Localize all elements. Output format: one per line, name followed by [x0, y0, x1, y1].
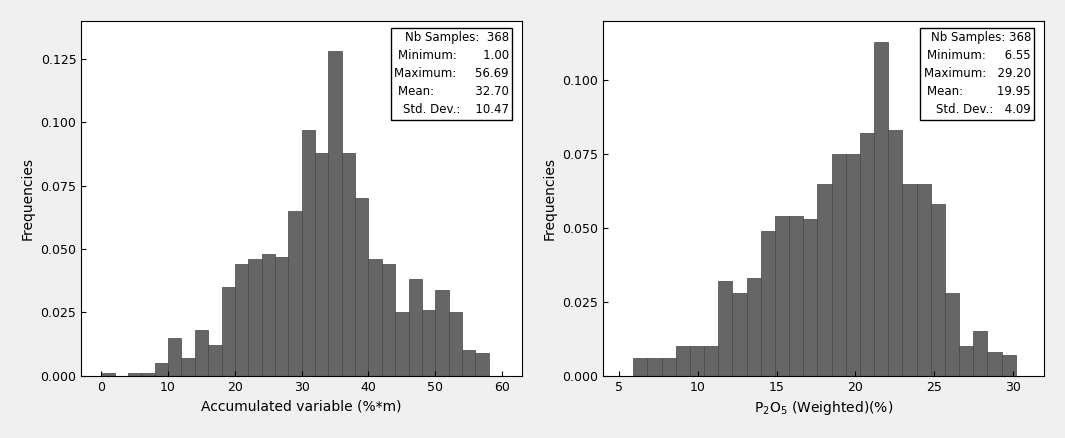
Bar [168, 338, 181, 376]
Bar [945, 293, 960, 376]
Bar [315, 153, 328, 376]
Bar [775, 216, 789, 376]
Bar [142, 373, 154, 376]
Bar [902, 184, 917, 376]
Bar [803, 219, 818, 376]
Bar [342, 153, 355, 376]
Bar [222, 287, 235, 376]
Bar [275, 257, 289, 376]
Bar [195, 330, 208, 376]
X-axis label: Accumulated variable (%*m): Accumulated variable (%*m) [201, 399, 402, 413]
Bar [648, 358, 661, 376]
Bar [661, 358, 676, 376]
Bar [248, 259, 262, 376]
Bar [436, 290, 448, 376]
Bar [874, 42, 888, 376]
Bar [262, 254, 275, 376]
Bar [422, 310, 436, 376]
Bar [368, 259, 382, 376]
Y-axis label: Frequencies: Frequencies [543, 157, 557, 240]
Bar [960, 346, 973, 376]
Bar [181, 358, 195, 376]
Bar [289, 211, 301, 376]
Bar [448, 312, 462, 376]
Bar [917, 184, 931, 376]
Bar [987, 352, 1002, 376]
Bar [634, 358, 648, 376]
Text: Nb Samples: 368
Minimum:     6.55
Maximum:   29.20
Mean:         19.95
Std. Dev.: Nb Samples: 368 Minimum: 6.55 Maximum: 2… [923, 32, 1031, 117]
Bar [382, 264, 395, 376]
Bar [301, 130, 315, 376]
X-axis label: P$_2$O$_5$ (Weighted)(%): P$_2$O$_5$ (Weighted)(%) [754, 399, 894, 417]
Bar [733, 293, 747, 376]
Bar [690, 346, 704, 376]
Bar [462, 350, 475, 376]
Bar [235, 264, 248, 376]
Bar [154, 363, 168, 376]
Bar [475, 353, 489, 376]
Bar [101, 373, 115, 376]
Bar [355, 198, 368, 376]
Bar [888, 130, 902, 376]
Bar [395, 312, 409, 376]
Bar [208, 345, 222, 376]
Bar [789, 216, 803, 376]
Bar [128, 373, 142, 376]
Bar [832, 154, 846, 376]
Y-axis label: Frequencies: Frequencies [21, 157, 35, 240]
Bar [704, 346, 718, 376]
Bar [718, 281, 733, 376]
Bar [818, 184, 832, 376]
Bar [747, 278, 760, 376]
Bar [973, 332, 987, 376]
Bar [931, 204, 945, 376]
Bar [409, 279, 422, 376]
Text: Nb Samples:  368
Minimum:       1.00
Maximum:     56.69
Mean:           32.70
St: Nb Samples: 368 Minimum: 1.00 Maximum: 5… [394, 32, 509, 117]
Bar [1002, 355, 1016, 376]
Bar [676, 346, 690, 376]
Bar [846, 154, 859, 376]
Bar [859, 133, 874, 376]
Bar [328, 51, 342, 376]
Bar [760, 231, 775, 376]
